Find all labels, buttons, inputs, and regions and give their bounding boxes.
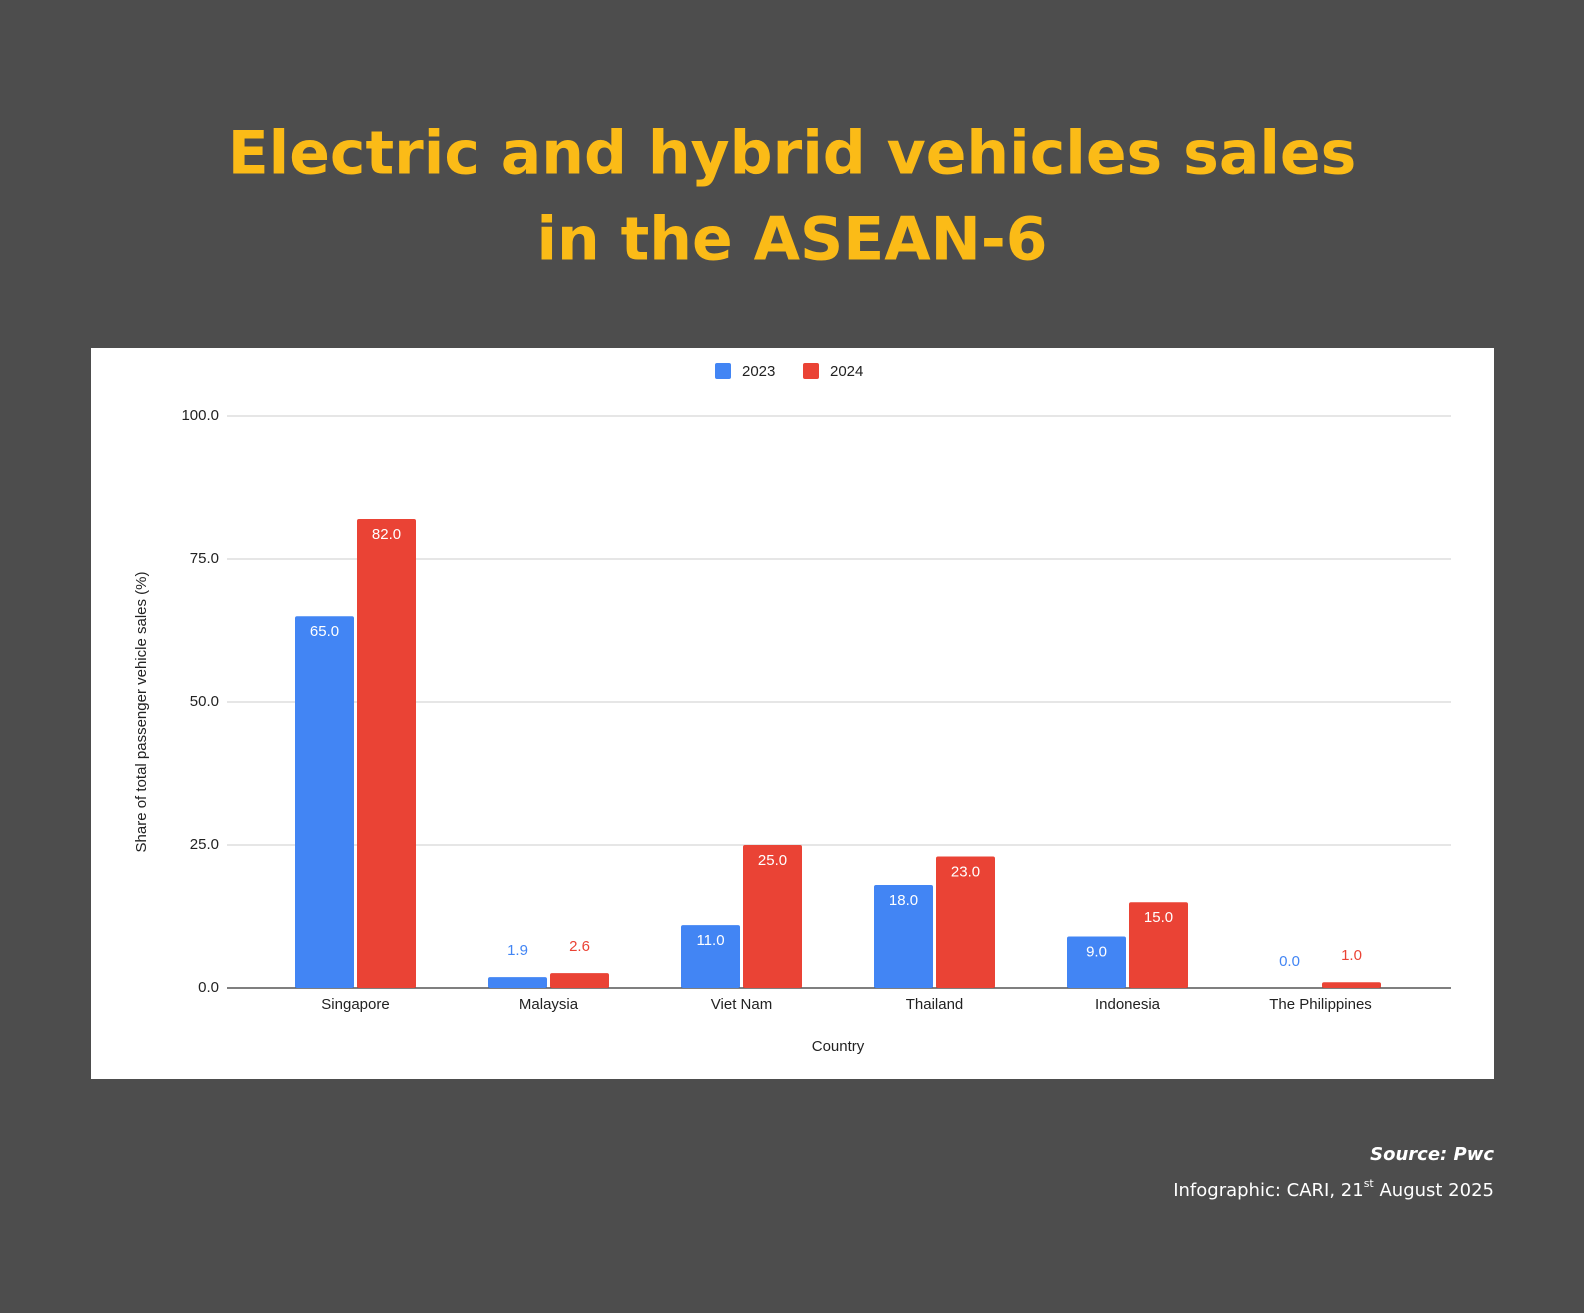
credit-text: Infographic: CARI, 21	[1173, 1180, 1364, 1201]
value-label: 15.0	[1144, 909, 1173, 926]
bar	[681, 925, 740, 988]
value-label: 11.0	[696, 932, 724, 949]
source: Source: Pwc	[1370, 1144, 1494, 1165]
y-tick-label: 0.0	[198, 979, 219, 996]
bar	[357, 518, 416, 988]
x-tick-label: Indonesia	[1095, 996, 1161, 1013]
value-label: 9.0	[1086, 943, 1107, 960]
legend-label: 2024	[830, 363, 863, 380]
bar	[1129, 902, 1188, 988]
value-label: 82.0	[372, 526, 401, 543]
x-axis-title: Country	[812, 1038, 865, 1055]
value-label: 25.0	[758, 852, 787, 869]
bar	[550, 973, 609, 988]
value-label: 65.0	[310, 623, 339, 640]
x-tick-label: Malaysia	[519, 996, 579, 1013]
x-tick-label: The Philippines	[1269, 996, 1372, 1013]
bar	[1067, 936, 1126, 988]
bar	[874, 885, 933, 988]
title-line: Electric and hybrid vehicles sales	[228, 119, 1357, 189]
legend-swatch	[715, 363, 731, 379]
value-label: 1.9	[507, 942, 528, 959]
value-label: 2.6	[569, 938, 590, 955]
value-label: 18.0	[889, 892, 918, 909]
value-label: 23.0	[951, 863, 980, 880]
bar	[1322, 982, 1381, 988]
x-tick-label: Singapore	[321, 996, 389, 1013]
y-tick-label: 25.0	[190, 836, 219, 853]
value-label: 1.0	[1341, 947, 1362, 964]
credit: Infographic: CARI, 21st August 2025	[1173, 1177, 1494, 1201]
bar	[295, 616, 354, 988]
bar	[936, 856, 995, 988]
value-label: 0.0	[1279, 953, 1300, 970]
y-axis-title: Share of total passenger vehicle sales (…	[133, 572, 150, 853]
x-tick-label: Thailand	[906, 996, 964, 1013]
legend-swatch	[803, 363, 819, 379]
bar	[488, 977, 547, 988]
y-tick-label: 75.0	[190, 550, 219, 567]
y-tick-label: 50.0	[190, 693, 219, 710]
credit-sup: st	[1364, 1177, 1375, 1190]
x-tick-label: Viet Nam	[711, 996, 772, 1013]
legend-label: 2023	[742, 363, 775, 380]
y-tick-label: 100.0	[181, 407, 219, 424]
credit-text: August 2025	[1374, 1180, 1494, 1201]
bar	[743, 845, 802, 988]
title-line: in the ASEAN-6	[536, 205, 1047, 275]
